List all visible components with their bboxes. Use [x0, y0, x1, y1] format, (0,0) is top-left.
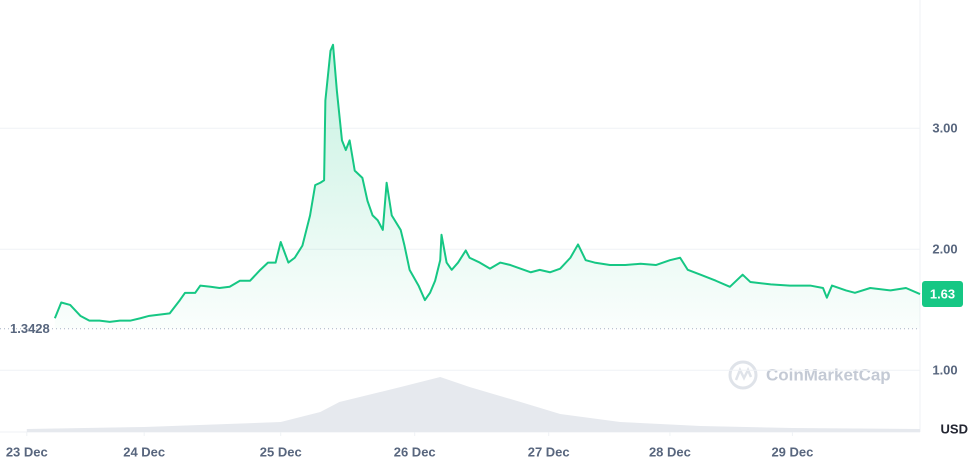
price-line	[53, 43, 921, 323]
x-tick-label: 27 Dec	[528, 444, 570, 459]
x-tick-label: 25 Dec	[260, 444, 302, 459]
logo	[728, 360, 758, 390]
y-tick-label: 3.00	[932, 121, 957, 136]
x-tick-label: 23 Dec	[6, 444, 48, 459]
x-tick-label: 29 Dec	[771, 444, 813, 459]
price-area	[54, 44, 921, 329]
x-tick-label: 24 Dec	[123, 444, 165, 459]
volume-area	[26, 377, 920, 432]
watermark: CoinMarketCap	[766, 365, 891, 384]
price-tag	[922, 281, 963, 308]
unit-label: USD	[941, 421, 968, 436]
y-tick-label: 2.00	[932, 242, 957, 257]
x-tick-label: 28 Dec	[649, 444, 691, 459]
price-tag-label: 1.63	[930, 286, 955, 301]
reference-label: 1.3428	[10, 321, 50, 336]
y-tick-label: 1.00	[932, 363, 957, 378]
x-tick-label: 26 Dec	[394, 444, 436, 459]
